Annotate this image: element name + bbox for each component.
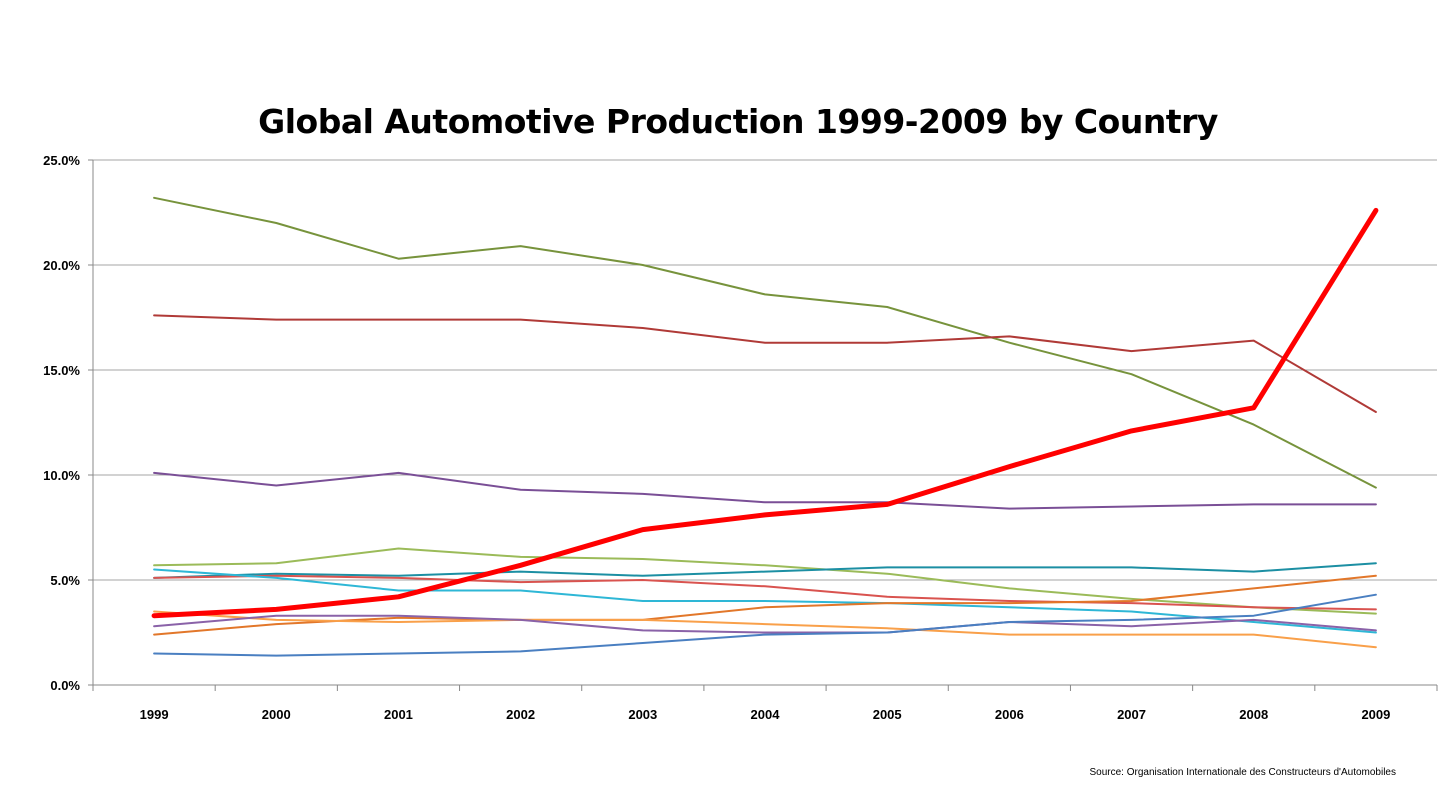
x-tick-label: 2009 <box>1361 707 1390 722</box>
series-line-1 <box>153 196 1377 489</box>
chart-title: Global Automotive Production 1999-2009 b… <box>258 102 1218 141</box>
series-line-2 <box>153 314 1377 413</box>
x-tick-label: 2004 <box>751 707 781 722</box>
series-line-11 <box>153 593 1377 657</box>
x-tick-label: 2006 <box>995 707 1024 722</box>
series-line-12 <box>151 207 1379 619</box>
x-tick-label: 2001 <box>384 707 413 722</box>
x-tick-label: 2005 <box>873 707 902 722</box>
series-line-9 <box>153 610 1377 649</box>
series-line-7 <box>153 568 1377 634</box>
series-line-3 <box>153 471 1377 510</box>
y-tick-label: 15.0% <box>43 363 80 378</box>
series-line-8 <box>153 574 1377 636</box>
series-line-6 <box>153 574 1377 611</box>
y-tick-label: 25.0% <box>43 153 80 168</box>
x-tick-label: 2000 <box>262 707 291 722</box>
series-line-10 <box>153 614 1377 634</box>
y-tick-label: 5.0% <box>50 573 80 588</box>
y-tick-label: 10.0% <box>43 468 80 483</box>
series-line-4 <box>153 547 1377 615</box>
x-tick-label: 2003 <box>628 707 657 722</box>
x-tick-label: 1999 <box>140 707 169 722</box>
x-tick-label: 2008 <box>1239 707 1268 722</box>
source-note: Source: Organisation Internationale des … <box>1089 767 1396 778</box>
series-line-5 <box>153 562 1377 579</box>
y-tick-label: 0.0% <box>50 678 80 693</box>
x-tick-label: 2002 <box>506 707 535 722</box>
y-tick-label: 20.0% <box>43 258 80 273</box>
x-tick-label: 2007 <box>1117 707 1146 722</box>
